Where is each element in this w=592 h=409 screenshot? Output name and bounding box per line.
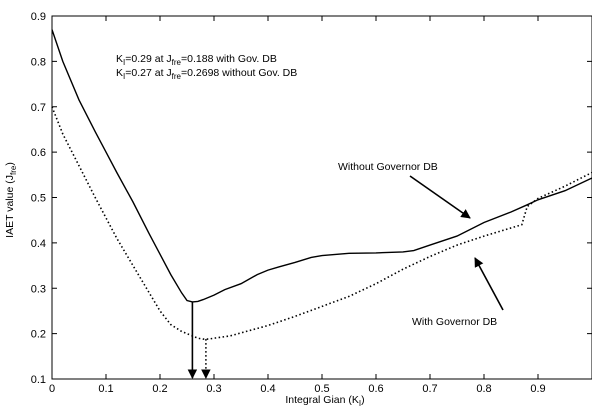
- y-tick-label: 0.3: [31, 283, 46, 295]
- y-tick-label: 0.1: [31, 374, 46, 386]
- y-tick-label: 0.2: [31, 329, 46, 341]
- series-lines: [51, 29, 592, 340]
- x-tick-label: 0.5: [314, 383, 329, 395]
- y-tick-label: 0.6: [31, 147, 46, 159]
- x-axis-label: Integral Gian (KI): [285, 394, 364, 408]
- annotation-block: KI=0.29 at Jfre=0.188 with Gov. DB KI=0.…: [116, 53, 297, 81]
- arrow-with-governor: [474, 257, 504, 311]
- y-tick-label: 0.7: [31, 102, 46, 114]
- label-with-governor: With Governor DB: [412, 316, 497, 328]
- y-tick-label: 0.9: [31, 11, 46, 23]
- y-axis-label: IAET value (Jfre): [4, 162, 18, 238]
- x-tick-label: 0.6: [368, 383, 383, 395]
- x-tick-label: 0.7: [422, 383, 437, 395]
- y-tick-label: 0.5: [31, 193, 46, 205]
- x-tick-label: 0.1: [98, 383, 113, 395]
- y-axis-ticks: 0.1 0.2 0.3 0.4 0.5 0.6 0.7 0.8 0.9: [31, 11, 592, 386]
- x-tick-label: 0.9: [530, 383, 545, 395]
- label-without-governor: Without Governor DB: [338, 161, 438, 173]
- x-tick-label: 0: [49, 383, 55, 395]
- y-tick-label: 0.8: [31, 56, 46, 68]
- series-line-with-governor-db: [51, 106, 592, 340]
- x-tick-label: 0.4: [260, 383, 275, 395]
- minimum-markers: [187, 301, 211, 379]
- x-tick-label: 0.2: [152, 383, 167, 395]
- x-tick-label: 0.8: [476, 383, 491, 395]
- series-line-without-governor-db: [51, 29, 592, 303]
- arrow-without-governor: [409, 175, 471, 219]
- annotation-without-gov: KI=0.27 at Jfre=0.2698 without Gov. DB: [116, 67, 297, 81]
- x-axis-ticks: 0 0.1 0.2 0.3 0.4 0.5 0.6 0.7 0.8 0.9: [49, 16, 546, 395]
- y-tick-label: 0.4: [31, 238, 46, 250]
- plot-area: [51, 15, 592, 380]
- annotation-with-gov: KI=0.29 at Jfre=0.188 with Gov. DB: [116, 53, 277, 67]
- x-tick-label: 0.3: [206, 383, 221, 395]
